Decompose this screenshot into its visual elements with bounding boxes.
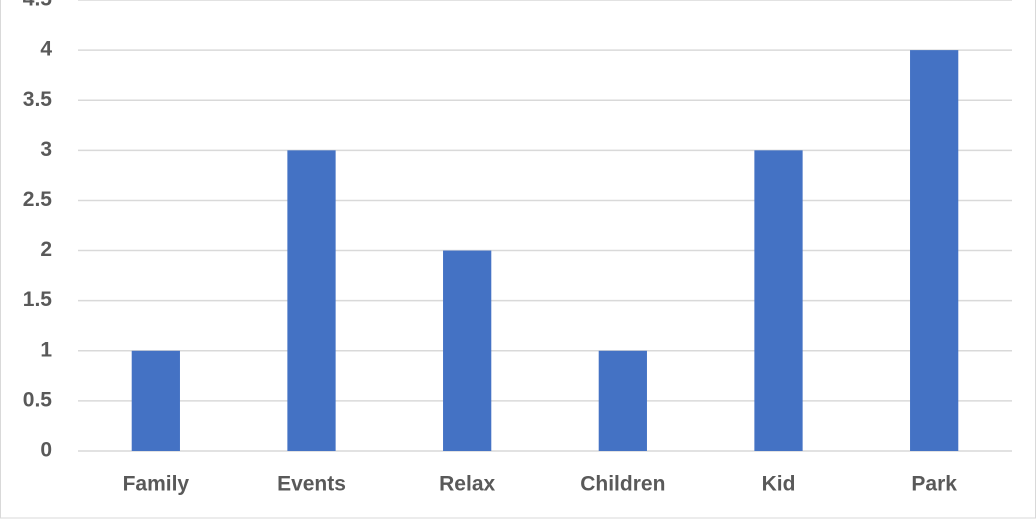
y-tick-label: 2.5 [23,188,53,211]
y-tick-label: 4.5 [23,0,53,11]
bar [598,350,647,451]
x-tick-label: Children [580,473,665,496]
x-tick-label: Park [911,473,957,496]
bar [443,250,492,451]
y-tick-label: 1 [40,338,52,361]
bar [910,50,959,451]
y-tick-label: 2 [40,238,52,261]
y-tick-label: 0 [40,439,52,462]
bar [287,150,336,452]
x-tick-label: Events [277,473,346,496]
bar [131,350,180,451]
y-tick-label: 3 [40,138,52,161]
x-tick-label: Family [123,473,190,496]
y-tick-label: 4 [40,38,52,61]
y-tick-label: 0.5 [23,388,53,411]
y-tick-label: 3.5 [23,88,53,111]
x-tick-label: Kid [762,473,796,496]
x-tick-label: Relax [439,473,495,496]
bar [754,150,803,452]
y-tick-label: 1.5 [23,288,53,311]
